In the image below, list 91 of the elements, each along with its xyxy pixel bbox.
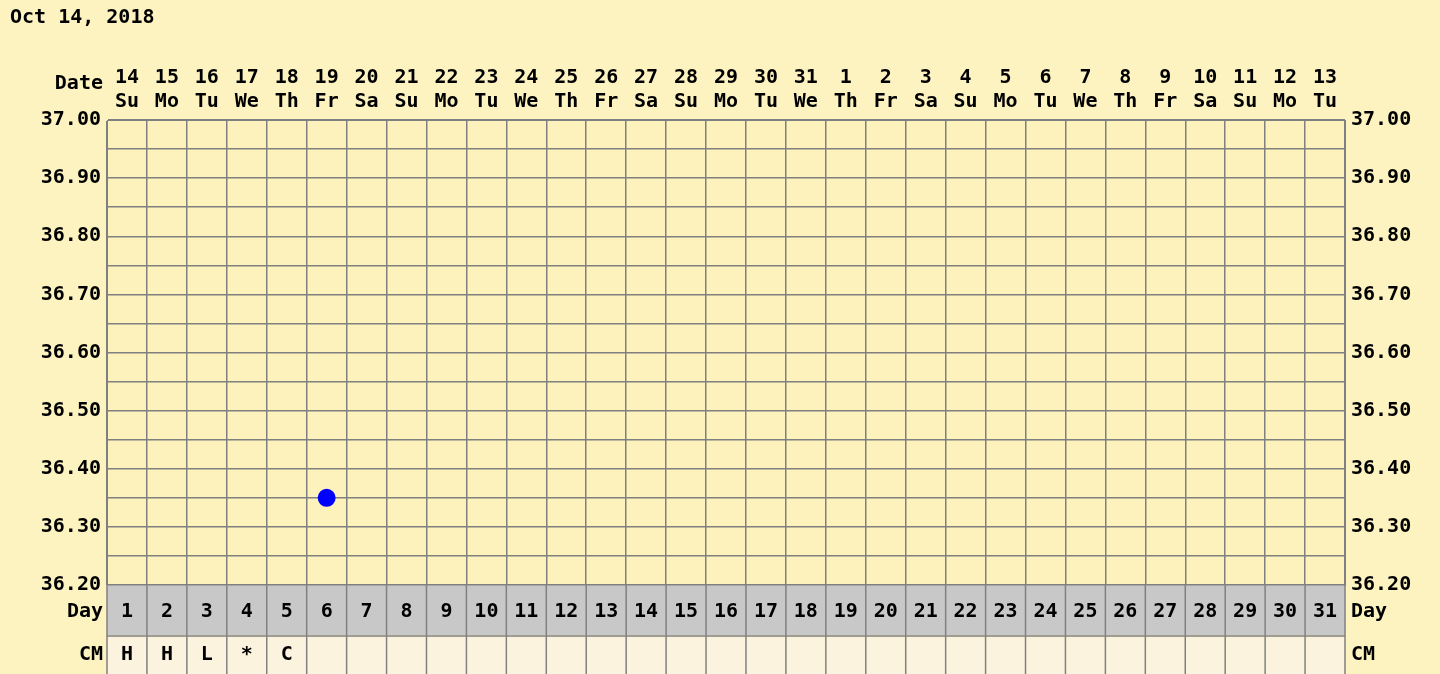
- x-tick-label: 22 Mo: [434, 64, 459, 113]
- x2-tick-label: 15: [674, 598, 699, 623]
- x2-axis-title: Day: [66, 598, 103, 623]
- text: Day: [1351, 598, 1388, 623]
- x-tick-label: 29 Mo: [713, 64, 739, 113]
- y2-tick-label: 36.40: [1351, 454, 1412, 479]
- x2-tick-label: 22: [953, 598, 978, 623]
- x-tick-label: 27 Sa: [634, 64, 659, 113]
- x2-tick-label: 29: [1233, 598, 1258, 623]
- x-tick-label: 21 Su: [394, 64, 419, 113]
- x2-tick-label: 3: [200, 598, 213, 623]
- x2-tick-label: 1: [120, 598, 133, 623]
- x-tick-label: 14 Su: [114, 64, 140, 113]
- x-tick-label: 24 We: [514, 64, 539, 113]
- y-tick-label: 36.90: [40, 164, 101, 189]
- x2-tick-label: 10: [474, 598, 499, 623]
- x-tick-label: 8 Th: [1113, 64, 1138, 113]
- y2-tick-label: 36.80: [1351, 222, 1412, 247]
- y2-tick-label: 36.70: [1351, 280, 1412, 305]
- x2-tick-label: 8: [400, 598, 413, 623]
- x-tick-label: 16 Tu: [194, 64, 219, 113]
- x2-tick-label: 14: [634, 598, 659, 623]
- x2-tick-label: 28: [1193, 598, 1218, 623]
- x2-tick-label: 6: [320, 598, 333, 623]
- text: CM: [1351, 641, 1376, 666]
- y2-tick-label: 36.30: [1351, 513, 1412, 538]
- x-tick-label: 1 Th: [833, 64, 858, 113]
- y2-tick-label: 36.90: [1351, 164, 1412, 189]
- y-tick-label: 36.80: [40, 222, 101, 247]
- y-tick-label: 36.60: [40, 338, 101, 363]
- x-tick-label: 6 Tu: [1033, 64, 1058, 113]
- x-tick-label: 4 Su: [953, 64, 978, 113]
- x-tick-label: 5 Mo: [993, 64, 1018, 113]
- x-tick-label: 23 Tu: [474, 64, 499, 113]
- y-tick-label: 36.40: [40, 454, 101, 479]
- x-axis-title: Date: [54, 70, 103, 95]
- x-tick-label: 18 Th: [274, 64, 299, 113]
- x2-tick-label: 31: [1312, 598, 1338, 623]
- x2-tick-label: 24: [1033, 598, 1058, 623]
- y2-tick-label: 36.20: [1351, 571, 1412, 596]
- x2-tick-label: 25: [1073, 598, 1098, 623]
- x2-tick-label: 7: [360, 598, 373, 623]
- x2-tick-label: 9: [440, 598, 453, 623]
- y-tick-label: 36.50: [40, 396, 101, 421]
- x-tick-label: 26 Fr: [594, 64, 619, 113]
- text: CM: [78, 641, 103, 666]
- x-tick-label: 9 Fr: [1153, 64, 1178, 113]
- x2-tick-label: 30: [1273, 598, 1298, 623]
- x-tick-label: 12 Mo: [1273, 64, 1298, 113]
- text: H: [120, 641, 133, 666]
- x2-tick-label: 23: [993, 598, 1018, 623]
- text: *: [240, 641, 253, 666]
- x-tick-label: 30 Tu: [753, 64, 778, 113]
- y-tick-label: 36.20: [40, 571, 101, 596]
- x2-tick-label: 4: [240, 598, 253, 623]
- x2-tick-label: 12: [554, 598, 579, 623]
- x2-tick-label: 13: [594, 598, 619, 623]
- x2-tick-label: 18: [793, 598, 818, 623]
- x2-tick-label: 11: [514, 598, 539, 623]
- x2-tick-label: 2: [160, 598, 173, 623]
- x2-tick-label: 27: [1153, 598, 1178, 623]
- x-tick-label: 7 We: [1073, 64, 1098, 113]
- y2-tick-label: 36.50: [1351, 396, 1412, 421]
- x2-tick-label: 26: [1113, 598, 1138, 623]
- x-tick-label: 17 We: [234, 64, 259, 113]
- x-tick-label: 11 Su: [1233, 64, 1258, 113]
- y-tick-label: 37.00: [40, 106, 101, 131]
- x-tick-label: 10 Sa: [1193, 64, 1218, 113]
- text: H: [160, 641, 173, 666]
- text: C: [280, 641, 293, 666]
- x2-tick-label: 20: [873, 598, 898, 623]
- x2-tick-label: 21: [913, 598, 938, 623]
- x-tick-label: 25 Th: [554, 64, 579, 113]
- x2-tick-label: 5: [280, 598, 293, 623]
- x-tick-label: 2 Fr: [873, 64, 898, 113]
- x2-tick-label: 16: [713, 598, 739, 623]
- y2-tick-label: 36.60: [1351, 338, 1412, 363]
- x-tick-label: 31 We: [793, 64, 818, 113]
- x-tick-label: 20 Sa: [354, 64, 379, 113]
- x-tick-label: 3 Sa: [913, 64, 938, 113]
- y2-tick-label: 37.00: [1351, 106, 1412, 131]
- x2-tick-label: 19: [833, 598, 858, 623]
- text: L: [200, 641, 213, 666]
- y-tick-label: 36.30: [40, 513, 101, 538]
- x-tick-label: 15 Mo: [154, 64, 179, 113]
- x-tick-label: 19 Fr: [314, 64, 339, 113]
- chart-title: Oct 14, 2018: [10, 4, 155, 29]
- x-tick-label: 13 Tu: [1312, 64, 1338, 113]
- y-tick-label: 36.70: [40, 280, 101, 305]
- x-tick-label: 28 Su: [674, 64, 699, 113]
- x2-tick-label: 17: [753, 598, 778, 623]
